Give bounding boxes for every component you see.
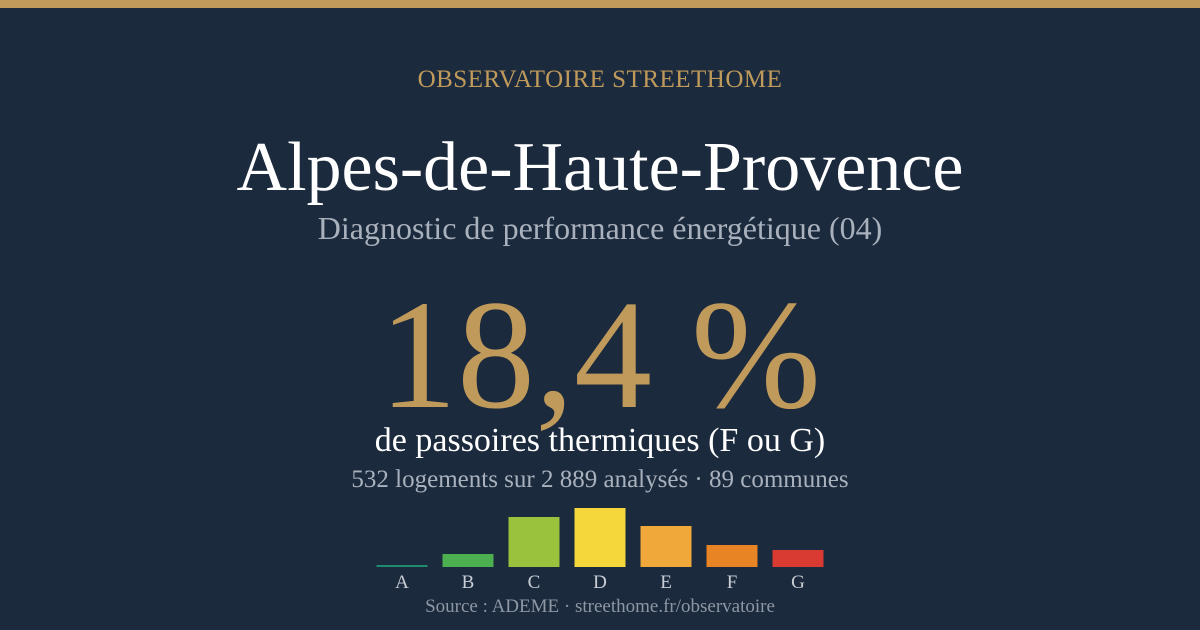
tick-label-f: F [727, 572, 738, 593]
tick-label-c: C [528, 572, 541, 593]
tick-label-e: E [660, 572, 672, 593]
kicker-label: OBSERVATOIRE STREETHOME [417, 66, 783, 93]
headline-percentage: 18,4 % [379, 268, 821, 441]
headline-caption: de passoires thermiques (F ou G) [374, 422, 826, 459]
top-accent-bar [0, 0, 1200, 8]
headline-detail: 532 logements sur 2 889 analysés · 89 co… [351, 466, 849, 493]
dpe-distribution-chart: A B C D E F G [376, 508, 824, 593]
bar-class-e [640, 526, 692, 567]
bar-class-b [442, 554, 494, 567]
bar-class-a [376, 565, 428, 567]
page-title: Alpes-de-Haute-Provence [236, 129, 964, 206]
bar-class-f [706, 545, 758, 567]
page-subtitle: Diagnostic de performance énergétique (0… [317, 210, 883, 246]
tick-label-g: G [791, 572, 805, 593]
tick-label-d: D [593, 572, 607, 593]
bar-class-c [508, 517, 560, 567]
source-note: Source : ADEME · streethome.fr/observato… [425, 596, 775, 617]
bar-class-g [772, 550, 824, 567]
tick-label-b: B [462, 572, 475, 593]
bar-class-d [574, 508, 626, 567]
tick-label-a: A [395, 572, 409, 593]
